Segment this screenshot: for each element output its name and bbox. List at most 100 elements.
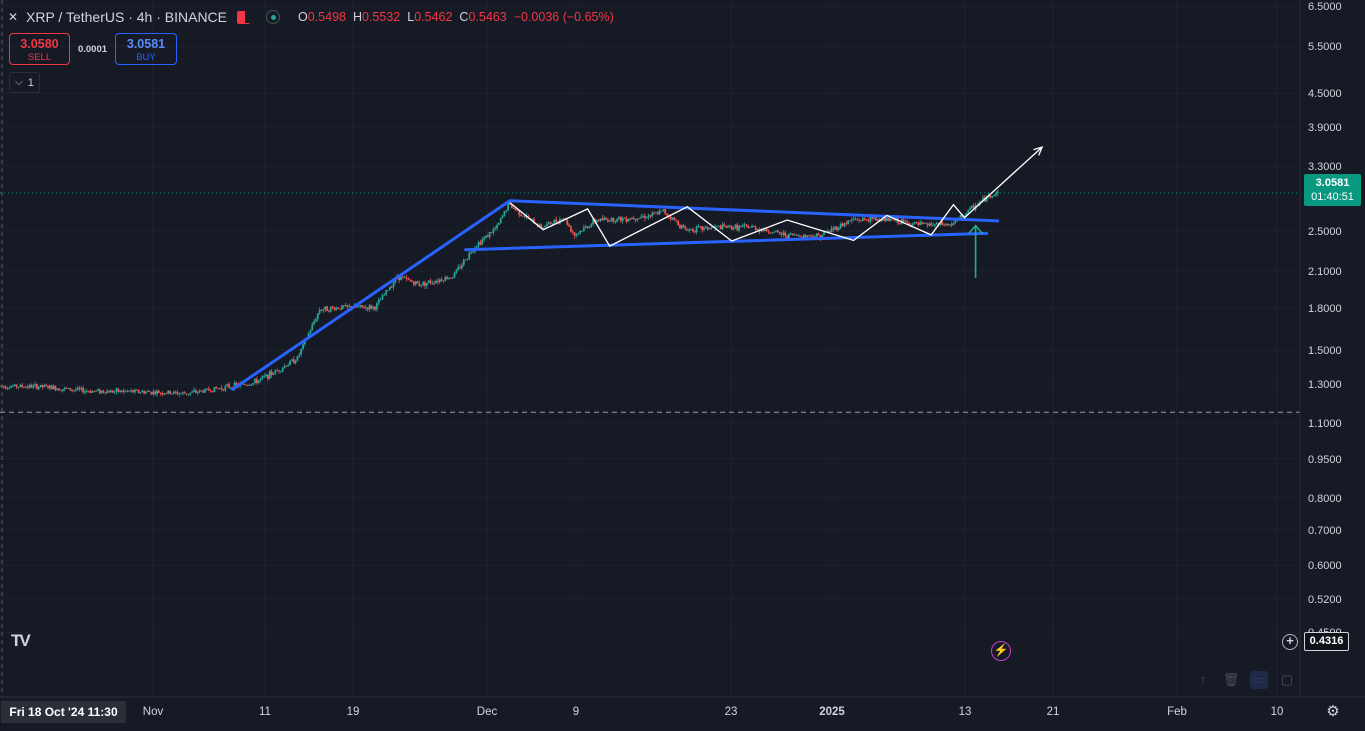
- candle: [656, 211, 659, 215]
- candle: [575, 233, 578, 238]
- candle: [832, 226, 835, 232]
- restore-icon[interactable]: ▢: [1280, 672, 1294, 687]
- candle: [13, 383, 16, 387]
- candle: [281, 367, 284, 373]
- candle: [915, 221, 918, 224]
- candle: [398, 276, 401, 284]
- time-tick-label: Feb: [1167, 706, 1187, 718]
- candle: [518, 210, 521, 218]
- lightning-icon[interactable]: ⚡: [991, 641, 1011, 661]
- candle: [446, 275, 449, 280]
- candle: [316, 312, 319, 322]
- candle: [645, 216, 648, 219]
- candle: [326, 305, 328, 312]
- candle: [795, 234, 798, 236]
- add-alert-plus-icon[interactable]: +: [1282, 634, 1298, 650]
- candle: [61, 389, 64, 393]
- drawings-layer[interactable]: [231, 146, 1044, 391]
- candle: [109, 389, 112, 393]
- candle: [577, 232, 580, 236]
- candle: [455, 268, 458, 275]
- candle: [723, 222, 726, 227]
- candle: [194, 388, 197, 394]
- chart-grid: [0, 0, 1300, 697]
- candle: [152, 389, 155, 397]
- candle: [339, 308, 341, 311]
- candle: [0, 385, 3, 389]
- candle: [932, 222, 934, 227]
- candle: [459, 264, 461, 270]
- candle: [869, 216, 872, 225]
- market-status-icon[interactable]: [266, 10, 280, 24]
- candle: [291, 358, 293, 362]
- projection-path[interactable]: [509, 146, 1043, 247]
- time-tick-label: 11: [259, 706, 271, 718]
- candle: [19, 384, 22, 388]
- candle: [762, 227, 765, 233]
- symbol-title[interactable]: XRP / TetherUS · 4h · BINANCE: [26, 9, 227, 25]
- candle: [146, 389, 149, 393]
- candle: [368, 304, 371, 313]
- candle: [158, 389, 160, 394]
- trash-icon[interactable]: 🗑: [1222, 672, 1240, 687]
- candle: [553, 219, 556, 224]
- candle: [655, 211, 657, 214]
- candle: [727, 225, 729, 228]
- candle: [318, 307, 321, 315]
- buy-button[interactable]: 3.0581 BUY: [115, 33, 177, 65]
- candle: [287, 363, 290, 367]
- arrow-up-icon[interactable]: ↑: [1199, 672, 1207, 687]
- maximize-icon[interactable]: ▭: [1250, 671, 1268, 689]
- candle: [440, 277, 443, 282]
- candle: [331, 305, 334, 309]
- candle: [547, 221, 550, 226]
- candle: [922, 222, 925, 225]
- candle: [799, 235, 801, 238]
- candle: [684, 225, 687, 231]
- candle: [642, 213, 644, 219]
- candle: [296, 355, 299, 362]
- candle: [653, 211, 655, 215]
- candle: [320, 308, 323, 312]
- candle: [45, 383, 48, 387]
- candle: [891, 218, 894, 220]
- flag-icon[interactable]: [237, 10, 250, 24]
- candle: [137, 389, 140, 394]
- candle: [586, 225, 589, 230]
- triangle-lower-line[interactable]: [464, 231, 989, 252]
- candle: [435, 279, 437, 284]
- candle: [100, 390, 103, 394]
- candle: [2, 385, 5, 389]
- candle: [418, 280, 421, 287]
- candle: [817, 232, 820, 236]
- candle: [274, 369, 277, 375]
- candle: [636, 218, 639, 222]
- candle: [211, 391, 214, 393]
- trend-line-rally[interactable]: [231, 199, 512, 391]
- tradingview-logo-icon[interactable]: TV: [11, 631, 31, 650]
- candle: [625, 215, 628, 224]
- candle: [952, 221, 955, 226]
- triangle-upper-line[interactable]: [508, 199, 1000, 223]
- sell-button[interactable]: 3.0580 SELL: [9, 33, 70, 65]
- candle: [780, 231, 783, 238]
- candle: [433, 280, 436, 286]
- candle: [948, 224, 951, 227]
- candle: [605, 216, 607, 220]
- candle: [854, 216, 857, 221]
- gear-icon[interactable]: ⚙: [1326, 703, 1340, 720]
- buy-label: BUY: [136, 52, 156, 63]
- candle: [340, 304, 343, 310]
- candle: [970, 205, 973, 209]
- time-axis[interactable]: Nov 11 19 Dec 9 23 2025 13 21 Feb 10: [143, 706, 1284, 718]
- candle: [671, 217, 674, 221]
- candle: [215, 385, 218, 389]
- candle: [858, 218, 861, 223]
- candle: [37, 385, 40, 391]
- candle: [549, 221, 552, 225]
- candle: [468, 251, 471, 261]
- candle: [148, 390, 151, 393]
- price-axis[interactable]: 6.5000 5.5000 4.5000 3.9000 3.3000 2.5000 2.10…: [1308, 1, 1342, 639]
- indicators-toggle-button[interactable]: ⌵ 1: [9, 72, 40, 93]
